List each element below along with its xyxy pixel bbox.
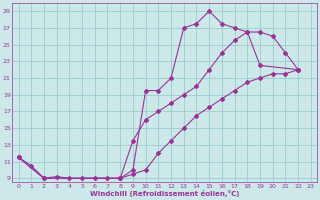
X-axis label: Windchill (Refroidissement éolien,°C): Windchill (Refroidissement éolien,°C): [90, 190, 239, 197]
